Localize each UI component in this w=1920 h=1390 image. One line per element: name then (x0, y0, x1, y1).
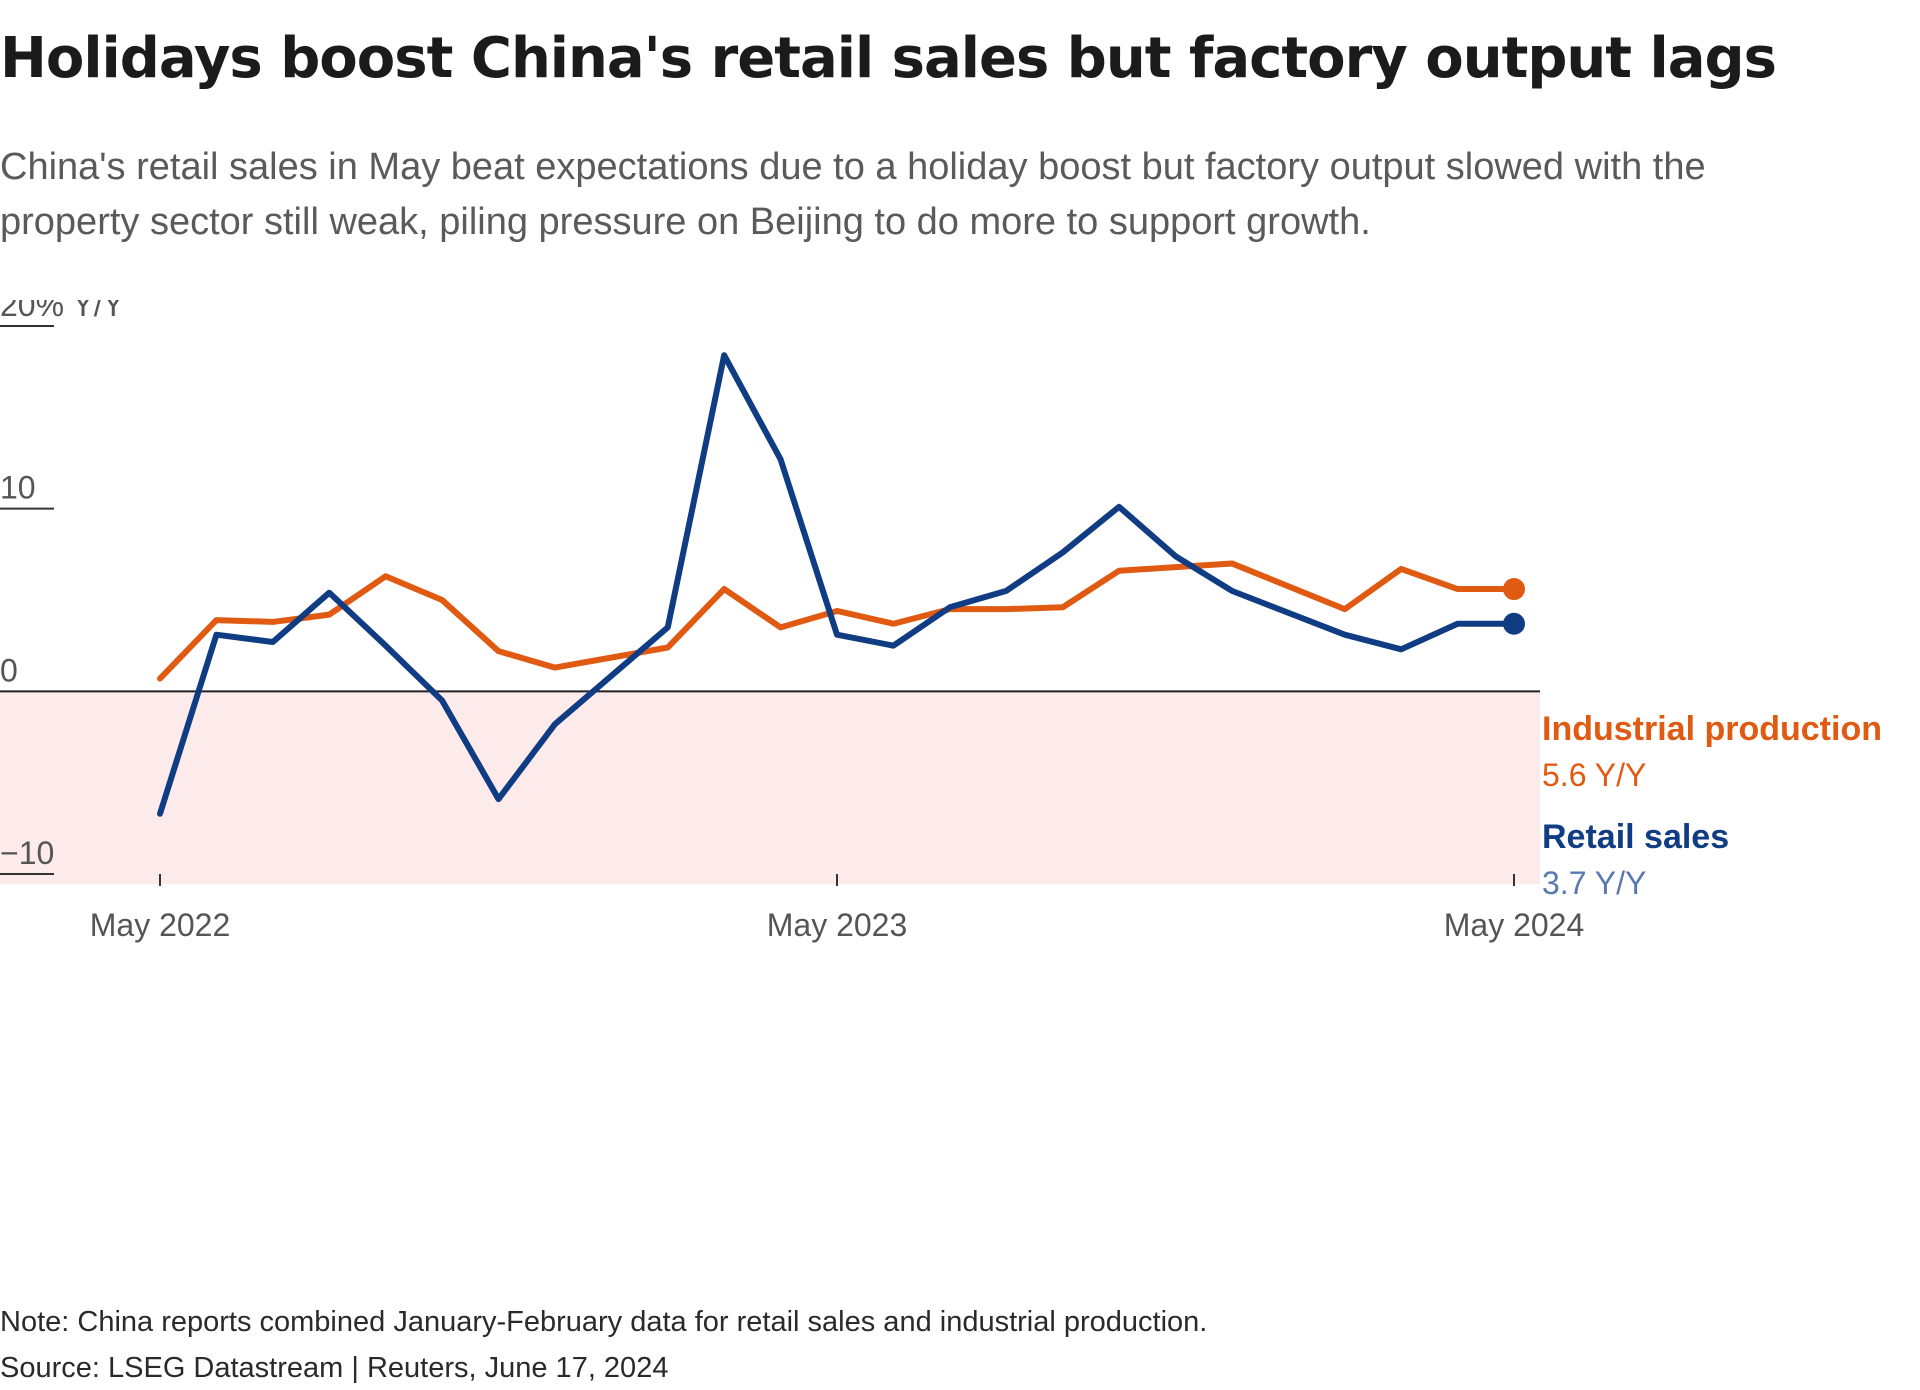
retail-sales-value: 3.7 Y/Y (1542, 865, 1646, 901)
y-tick-label: 0 (0, 652, 18, 688)
retail-sales-label: Retail sales (1542, 818, 1729, 856)
industrial-production-end-marker (1503, 578, 1525, 601)
y-tick-label: 10 (0, 470, 36, 506)
chart-subtitle: China's retail sales in May beat expecta… (0, 146, 1706, 243)
series-layer (157, 352, 1525, 817)
footnote: Note: China reports combined January-Feb… (0, 1306, 1208, 1338)
line-chart: 20% Y/Y 10 0 −10 May 2022 May 2023 May 2024 I… (0, 300, 1882, 943)
negative-region (0, 691, 1540, 884)
negative-band-layer (0, 691, 1540, 884)
y-tick-label: −10 (0, 835, 54, 871)
y-axis: 20% Y/Y 10 0 −10 (0, 300, 1540, 875)
x-tick-label: May 2024 (1444, 907, 1585, 943)
y-tick-label: 20% Y/Y (0, 300, 124, 323)
chart-title: Holidays boost China's retail sales but … (0, 26, 1777, 91)
x-tick-label: May 2022 (90, 907, 231, 943)
x-tick-label: May 2023 (767, 907, 908, 943)
retail-sales-end-marker (1503, 612, 1525, 635)
industrial-production-value: 5.6 Y/Y (1542, 757, 1646, 793)
industrial-production-label: Industrial production (1542, 710, 1882, 748)
x-axis: May 2022 May 2023 May 2024 (90, 874, 1585, 943)
end-labels: Industrial production 5.6 Y/Y Retail sales… (1542, 710, 1882, 901)
source-line: Source: LSEG Datastream | Reuters, June … (0, 1352, 669, 1384)
